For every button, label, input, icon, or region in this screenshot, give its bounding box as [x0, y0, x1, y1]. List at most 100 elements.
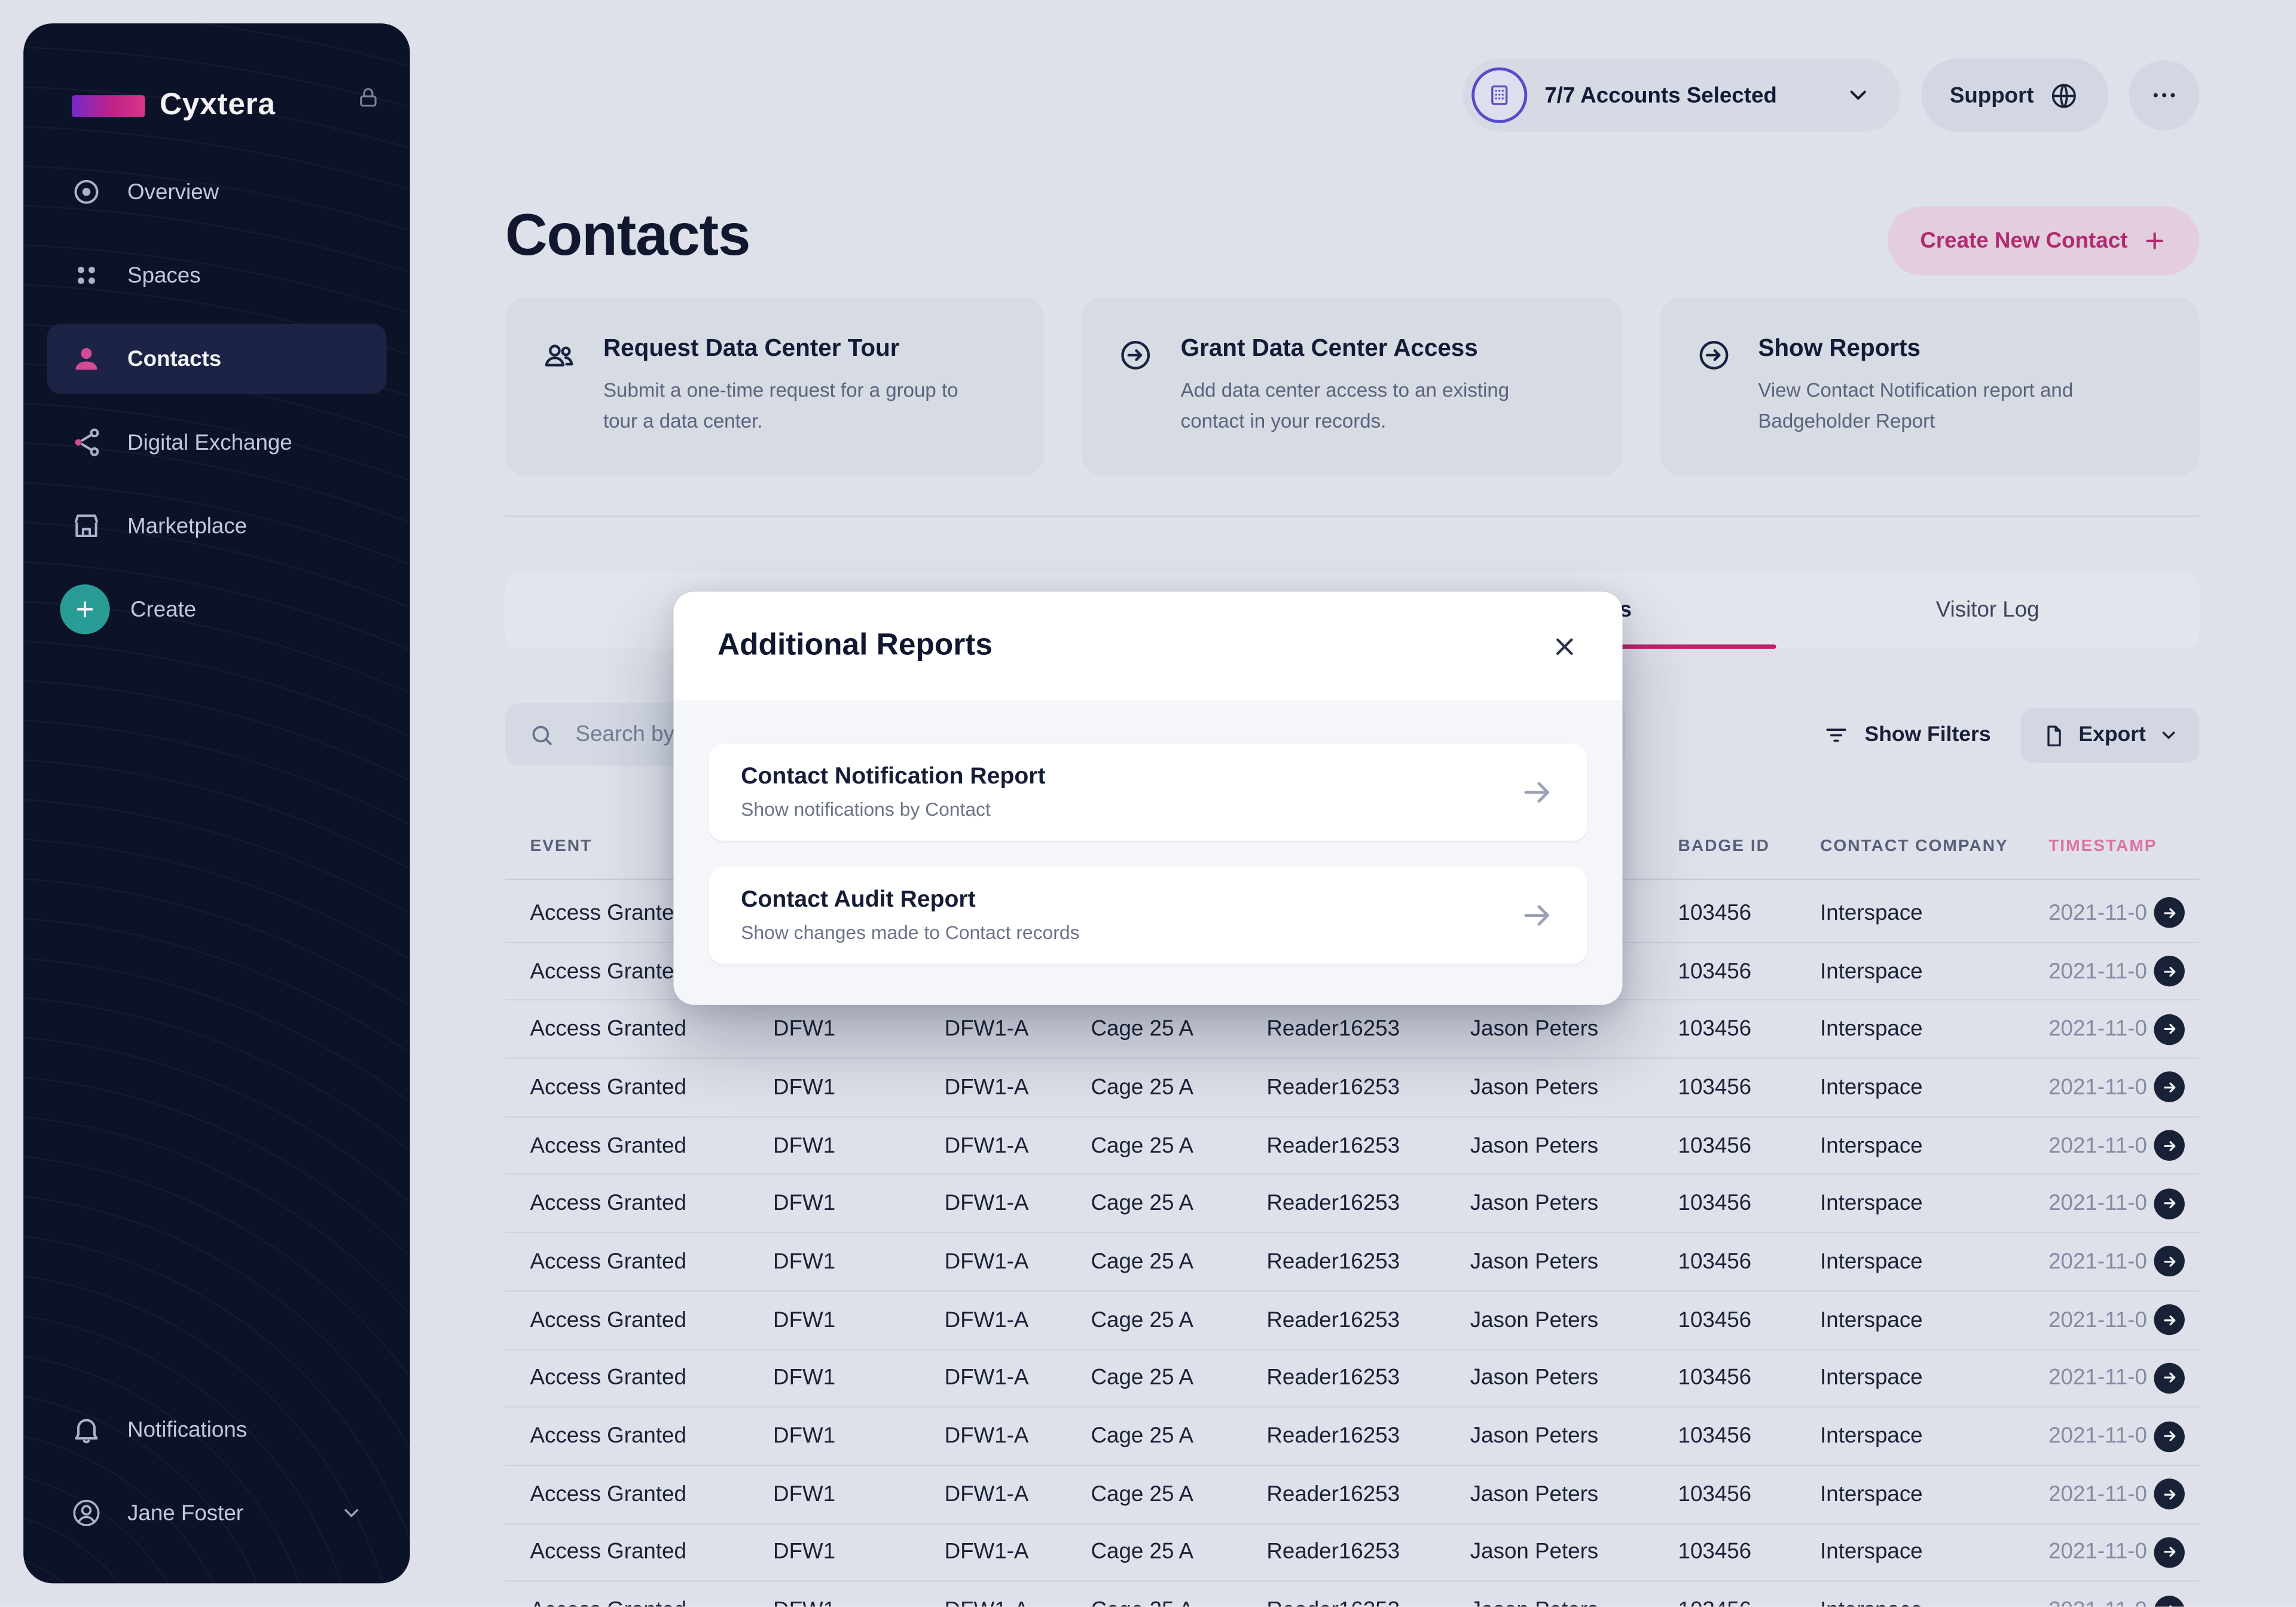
cell-reader: Reader16253 — [1266, 1365, 1400, 1391]
modal-header: Additional Reports — [673, 591, 1623, 700]
ellipsis-icon — [2150, 81, 2179, 110]
column-header-contact-company[interactable]: CONTACT COMPANY — [1820, 837, 2008, 856]
cell-site: DFW1 — [773, 1481, 836, 1507]
row-arrow-button[interactable] — [2154, 1536, 2185, 1568]
column-header-badge-id[interactable]: BADGE ID — [1678, 837, 1770, 856]
sidebar: Cyxtera Overview Spaces Co — [23, 23, 410, 1584]
row-arrow-button[interactable] — [2154, 1478, 2185, 1510]
cell-contact-company: Interspace — [1820, 1481, 1923, 1507]
row-arrow-button[interactable] — [2154, 1420, 2185, 1452]
sidebar-item-spaces[interactable]: Spaces — [47, 240, 386, 311]
card-title: Grant Data Center Access — [1180, 335, 1478, 362]
filter-icon — [1824, 722, 1850, 748]
cell-timestamp: 2021-11-0 — [2048, 1423, 2147, 1449]
cell-timestamp: 2021-11-0 — [2048, 1539, 2147, 1565]
table-row[interactable]: Access Granted DFW1 DFW1-A Cage 25 A Rea… — [505, 1292, 2200, 1350]
cell-timestamp: 2021-11-0 — [2048, 1365, 2147, 1391]
cell-cage: Cage 25 A — [1091, 1307, 1194, 1332]
card-title: Request Data Center Tour — [603, 335, 900, 362]
row-arrow-button[interactable] — [2154, 1304, 2185, 1335]
table-row[interactable]: Access Granted DFW1 DFW1-A Cage 25 A Rea… — [505, 1582, 2199, 1607]
table-row[interactable]: Access Granted DFW1 DFW1-A Cage 25 A Rea… — [505, 1524, 2200, 1582]
modal-body: Contact Notification Report Show notific… — [674, 700, 1623, 1005]
cell-reader: Reader16253 — [1266, 1075, 1400, 1100]
row-arrow-button[interactable] — [2154, 1362, 2185, 1393]
close-icon — [1550, 632, 1578, 660]
tab-visitor-log[interactable]: Visitor Log — [1935, 597, 2039, 623]
table-row[interactable]: Access Granted DFW1 DFW1-A Cage 25 A Rea… — [505, 1350, 2200, 1408]
cell-contact-company: Interspace — [1820, 900, 1923, 926]
cell-timestamp: 2021-11-0 — [2048, 900, 2147, 926]
cell-event: Access Granted — [530, 1191, 686, 1216]
contact-audit-report-item[interactable]: Contact Audit Report Show changes made t… — [709, 867, 1587, 964]
cell-event: Access Granted — [530, 1307, 686, 1332]
sidebar-item-overview[interactable]: Overview — [47, 157, 386, 227]
digital-exchange-icon — [71, 426, 103, 459]
sidebar-item-label: Overview — [127, 179, 219, 205]
marketplace-icon — [71, 510, 103, 542]
table-row[interactable]: Access Granted DFW1 DFW1-A Cage 25 A Rea… — [505, 1117, 2200, 1176]
sidebar-item-label: Spaces — [127, 263, 201, 288]
lock-icon — [356, 85, 381, 110]
card-show-reports[interactable]: Show Reports View Contact Notification r… — [1660, 297, 2200, 476]
table-row[interactable]: Access Granted DFW1 DFW1-A Cage 25 A Rea… — [505, 1233, 2200, 1292]
sidebar-item-contacts[interactable]: Contacts — [47, 324, 387, 394]
sidebar-item-label: Digital Exchange — [127, 429, 292, 455]
card-grant-access[interactable]: Grant Data Center Access Add data center… — [1082, 297, 1622, 476]
cell-event: Access Granted — [505, 1598, 749, 1606]
row-arrow-button[interactable] — [2154, 1130, 2185, 1161]
cell-cage: Cage 25 A — [1091, 1539, 1194, 1565]
cell-contact: Jason Peters — [1470, 1307, 1599, 1332]
section-divider — [505, 516, 2200, 517]
support-button[interactable]: Support — [1920, 58, 2109, 132]
cell-contact: Jason Peters — [1470, 1191, 1599, 1216]
table-row[interactable]: Access Granted DFW1 DFW1-A Cage 25 A Rea… — [505, 1001, 2200, 1059]
cell-event: Access Granted — [530, 1423, 686, 1449]
cell-reader: Reader16253 — [1266, 1423, 1400, 1449]
row-arrow-button[interactable] — [2154, 897, 2185, 929]
cell-contact-company: Interspace — [1820, 1365, 1923, 1391]
sidebar-item-notifications[interactable]: Notifications — [47, 1394, 386, 1465]
arrow-right-icon — [1520, 775, 1555, 810]
cell-badge-id: 103456 — [1678, 1133, 1752, 1158]
cell-contact-company: Interspace — [1820, 1307, 1923, 1332]
cell-hall: DFW1-A — [944, 1365, 1029, 1391]
accounts-selector[interactable]: 7/7 Accounts Selected — [1463, 58, 1900, 132]
row-arrow-button[interactable] — [2154, 1246, 2185, 1277]
user-menu[interactable]: Jane Foster — [47, 1478, 386, 1548]
table-row[interactable]: Access Granted DFW1 DFW1-A Cage 25 A Rea… — [505, 1059, 2200, 1117]
cell-event: Access Granted — [530, 1017, 686, 1042]
table-row[interactable]: Access Granted DFW1 DFW1-A Cage 25 A Rea… — [505, 1175, 2200, 1234]
row-arrow-button[interactable] — [2154, 1014, 2185, 1045]
sidebar-nav: Overview Spaces Contacts Digital Exchang… — [47, 157, 387, 658]
sidebar-item-marketplace[interactable]: Marketplace — [47, 490, 386, 561]
row-arrow-button[interactable] — [2154, 1595, 2185, 1607]
column-header-event[interactable]: EVENT — [530, 837, 593, 856]
cell-event: Access Granted — [530, 1365, 686, 1391]
show-filters-button[interactable]: Show Filters — [1816, 708, 1999, 763]
table-row[interactable]: Access Granted DFW1 DFW1-A Cage 25 A Rea… — [505, 1466, 2200, 1524]
card-request-tour[interactable]: Request Data Center Tour Submit a one-ti… — [505, 297, 1045, 476]
cell-contact: Jason Peters — [1445, 1598, 1653, 1606]
more-options-button[interactable] — [2129, 60, 2200, 130]
row-arrow-button[interactable] — [2154, 956, 2185, 987]
row-arrow-button[interactable] — [2154, 1188, 2185, 1219]
row-arrow-button[interactable] — [2154, 1072, 2185, 1103]
close-button[interactable] — [1550, 632, 1578, 660]
column-header-timestamp[interactable]: TIMESTAMP — [2048, 837, 2157, 856]
export-button[interactable]: Export — [2020, 707, 2200, 763]
sidebar-item-digital-exchange[interactable]: Digital Exchange — [47, 407, 386, 478]
people-icon — [541, 337, 577, 438]
cell-event: Access Granted — [530, 900, 686, 926]
cell-site: DFW1 — [773, 1423, 836, 1449]
cell-event: Access Granted — [530, 1133, 686, 1158]
create-new-contact-button[interactable]: Create New Contact — [1888, 206, 2200, 276]
cell-hall: DFW1-A — [944, 1133, 1029, 1158]
card-title: Show Reports — [1758, 335, 1921, 362]
document-icon — [2041, 723, 2066, 748]
sidebar-item-create[interactable]: Create — [47, 574, 386, 645]
contact-notification-report-item[interactable]: Contact Notification Report Show notific… — [709, 744, 1587, 841]
cell-contact: Jason Peters — [1470, 1017, 1599, 1042]
table-row[interactable]: Access Granted DFW1 DFW1-A Cage 25 A Rea… — [505, 1408, 2200, 1466]
